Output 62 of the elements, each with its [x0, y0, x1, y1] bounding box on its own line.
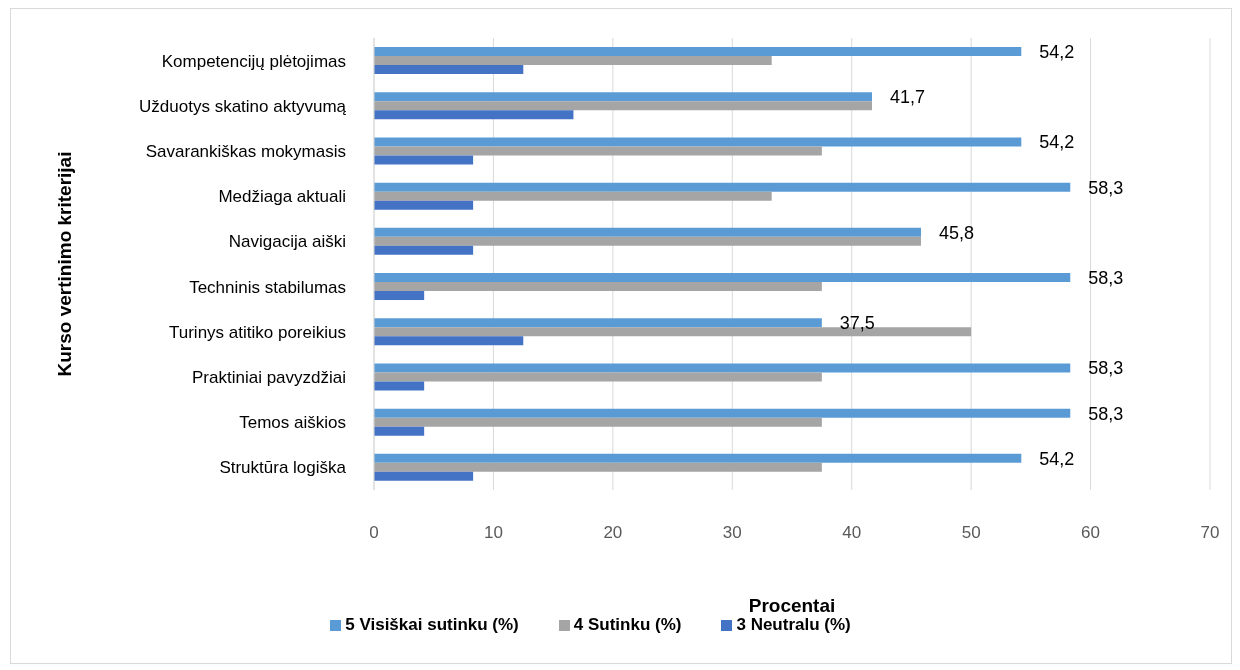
- data-label: 54,2: [1039, 41, 1075, 62]
- x-tick-label: 50: [961, 523, 981, 543]
- bar: [374, 336, 524, 346]
- bar: [374, 182, 1071, 192]
- bar: [374, 191, 772, 201]
- y-tick-label: Struktūra logiška: [219, 458, 347, 478]
- bar: [374, 200, 474, 210]
- bar: [374, 318, 822, 328]
- bar: [374, 408, 1071, 418]
- y-tick-label: Praktiniai pavyzdžiai: [191, 368, 346, 388]
- data-label: 58,3: [1088, 403, 1124, 424]
- bar: [374, 471, 474, 481]
- bar: [374, 245, 474, 255]
- y-tick-label: Medžiaga aktuali: [218, 187, 346, 207]
- data-label: 37,5: [839, 313, 875, 334]
- bar: [374, 56, 772, 66]
- y-tick-label: Turinys atitiko poreikius: [169, 322, 346, 342]
- bar: [374, 101, 873, 111]
- y-tick-label: Savarankiškas mokymasis: [145, 142, 346, 162]
- legend-label: 4 Sutinku (%): [573, 615, 682, 634]
- y-tick-label: Užduotys skatino aktyvumą: [139, 96, 347, 116]
- bar: [374, 291, 425, 301]
- bar: [374, 462, 822, 472]
- bar: [374, 65, 524, 75]
- x-tick-label: 10: [483, 523, 503, 543]
- bar: [374, 363, 1071, 373]
- bar: [374, 372, 822, 382]
- x-tick-label: 30: [722, 523, 742, 543]
- legend-label: 5 Visiškai sutinku (%): [345, 615, 519, 634]
- bar: [374, 426, 425, 436]
- data-label: 58,3: [1088, 358, 1124, 379]
- data-label: 41,7: [890, 87, 926, 108]
- data-label: 54,2: [1039, 132, 1075, 153]
- bar: [374, 47, 1022, 57]
- data-label: 58,3: [1088, 177, 1124, 198]
- y-tick-label: Navigacija aiški: [228, 232, 346, 252]
- x-tick-label: 20: [603, 523, 623, 543]
- data-label: 58,3: [1088, 267, 1124, 288]
- legend-label: 3 Neutralu (%): [736, 615, 851, 634]
- x-axis-title: Procentai: [748, 594, 836, 616]
- bar: [374, 236, 921, 246]
- bar: [374, 381, 425, 391]
- y-tick-label: Techninis stabilumas: [189, 277, 346, 297]
- bar: [374, 110, 574, 120]
- x-tick-label: 0: [369, 523, 379, 543]
- x-tick-label: 70: [1200, 523, 1220, 543]
- bar: [374, 137, 1022, 147]
- y-tick-label: Temos aiškios: [239, 413, 346, 433]
- y-axis-title: Kurso vertinimo kriterijai: [53, 151, 75, 377]
- bar: [374, 227, 921, 237]
- bar: [374, 453, 1022, 463]
- bar: [374, 155, 474, 165]
- bar: [374, 92, 873, 102]
- y-tick-label: Kompetencijų plėtojimas: [161, 51, 346, 71]
- bar: [374, 417, 822, 427]
- data-label: 45,8: [938, 222, 975, 243]
- bar: [374, 282, 822, 292]
- bar: [374, 273, 1071, 283]
- bar: [374, 146, 822, 156]
- x-tick-label: 40: [842, 523, 862, 543]
- x-tick-label: 60: [1081, 523, 1101, 543]
- data-label: 54,2: [1039, 448, 1075, 469]
